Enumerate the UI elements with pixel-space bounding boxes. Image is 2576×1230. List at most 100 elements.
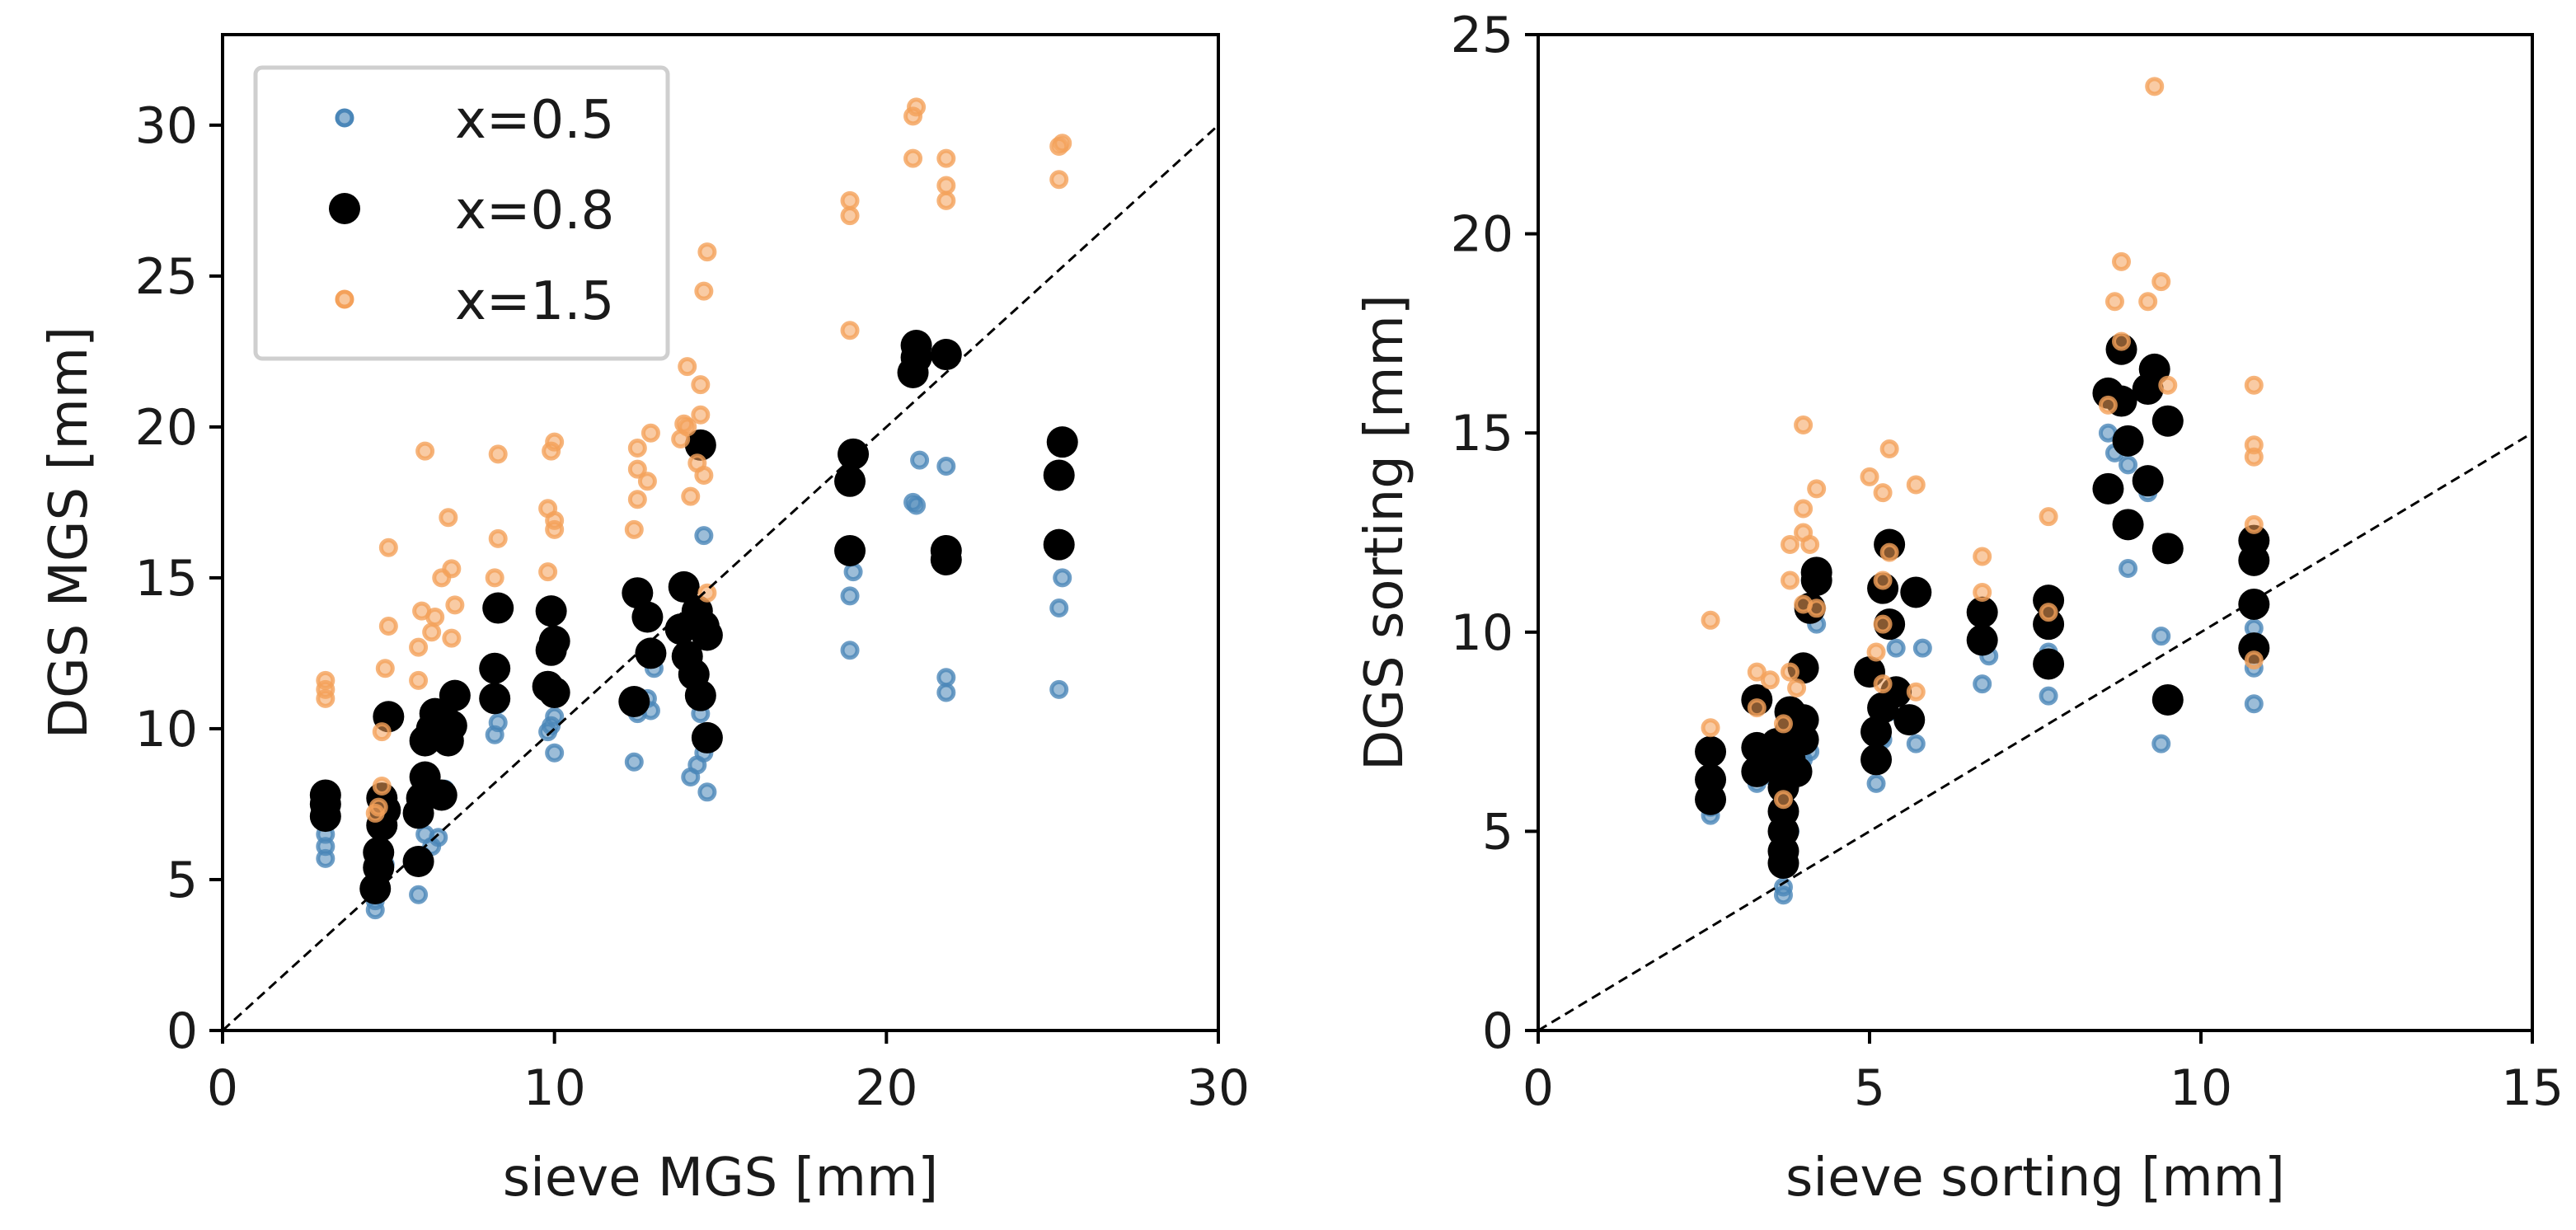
mgs-y-tick-label: 25 bbox=[135, 248, 198, 306]
mgs-y-tick-label: 10 bbox=[135, 701, 198, 758]
sorting-point-x08 bbox=[1781, 755, 1813, 787]
mgs-point-x08 bbox=[535, 595, 567, 627]
mgs-point-x05 bbox=[545, 707, 565, 726]
sorting-point-x08 bbox=[2112, 425, 2144, 457]
sorting-point-x15 bbox=[1973, 582, 1992, 602]
mgs-x-axis-label: sieve MGS [mm] bbox=[503, 1148, 939, 1209]
mgs-point-x05 bbox=[1049, 599, 1069, 618]
mgs-point-x15 bbox=[903, 148, 923, 168]
sorting-y-tick-label: 5 bbox=[1482, 803, 1513, 861]
sorting-point-x15 bbox=[1781, 534, 1800, 554]
mgs-point-x08 bbox=[838, 438, 870, 470]
mgs-point-x08 bbox=[635, 637, 667, 669]
mgs-identity-line bbox=[221, 124, 1220, 1032]
mgs-point-x15 bbox=[627, 439, 647, 458]
mgs-point-x05 bbox=[545, 743, 565, 763]
sorting-point-x15 bbox=[2039, 507, 2058, 527]
sorting-y-axis-label: DGS sorting [mm] bbox=[1354, 294, 1415, 771]
sorting-point-x08 bbox=[2238, 588, 2270, 620]
sorting-point-x15 bbox=[2244, 514, 2264, 534]
sorting-point-x05 bbox=[1973, 674, 1992, 694]
mgs-x-tick-label: 20 bbox=[855, 1059, 917, 1117]
sorting-point-x15 bbox=[2151, 272, 2171, 292]
sorting-point-x15 bbox=[1879, 542, 1899, 562]
sorting-panel: 0 5 10 15 0 5 10 15 20 25 sieve sorting [mm] DGS … bbox=[1354, 7, 2564, 1209]
mgs-point-x08 bbox=[1043, 528, 1075, 561]
mgs-panel: 0 10 20 30 0 5 10 15 20 25 30 sieve MGS [mm] DGS M… bbox=[39, 33, 1250, 1209]
mgs-point-x15 bbox=[415, 441, 435, 461]
sorting-point-x05 bbox=[2119, 558, 2138, 578]
sorting-x-axis-label: sieve sorting [mm] bbox=[1785, 1148, 2285, 1209]
mgs-point-x08 bbox=[900, 330, 932, 362]
mgs-point-x08 bbox=[482, 592, 514, 624]
sorting-point-x08 bbox=[1860, 744, 1893, 776]
mgs-point-x08 bbox=[1046, 426, 1078, 458]
mgs-point-x08 bbox=[402, 846, 434, 878]
mgs-point-x15 bbox=[840, 206, 860, 226]
mgs-point-x05 bbox=[694, 526, 714, 546]
sorting-point-x15 bbox=[1747, 662, 1767, 682]
mgs-point-x08 bbox=[425, 779, 457, 811]
sorting-point-x15 bbox=[1760, 670, 1780, 690]
sorting-point-x08 bbox=[1966, 624, 1998, 656]
mgs-point-x08 bbox=[684, 429, 716, 461]
legend-marker-x08 bbox=[329, 193, 360, 224]
sorting-point-x08 bbox=[2238, 524, 2270, 556]
mgs-point-x15 bbox=[691, 375, 711, 395]
mgs-point-x15 bbox=[697, 583, 717, 603]
sorting-point-x08 bbox=[1695, 735, 1727, 768]
mgs-y-tick-label: 0 bbox=[167, 1002, 198, 1060]
mgs-point-x15 bbox=[697, 242, 717, 262]
sorting-x-tick-label: 5 bbox=[1854, 1059, 1885, 1117]
mgs-point-x15 bbox=[936, 176, 956, 195]
sorting-point-x15 bbox=[2158, 375, 2178, 395]
mgs-point-x08 bbox=[691, 619, 723, 651]
sorting-point-x15 bbox=[1781, 662, 1800, 682]
mgs-point-x05 bbox=[843, 562, 863, 582]
mgs-point-x15 bbox=[840, 190, 860, 210]
sorting-y-tick-label: 0 bbox=[1482, 1002, 1513, 1060]
mgs-point-x15 bbox=[627, 490, 647, 509]
sorting-point-x15 bbox=[2244, 435, 2264, 455]
mgs-point-x15 bbox=[691, 405, 711, 425]
sorting-point-x08 bbox=[2138, 353, 2170, 385]
sorting-point-x15 bbox=[1787, 678, 1807, 697]
mgs-point-x15 bbox=[372, 722, 392, 742]
mgs-point-x08 bbox=[684, 679, 716, 711]
sorting-point-x08 bbox=[1860, 716, 1893, 748]
sorting-point-x15 bbox=[2244, 650, 2264, 670]
sorting-point-x05 bbox=[2151, 734, 2171, 753]
sorting-point-x15 bbox=[2098, 395, 2118, 415]
sorting-point-x15 bbox=[1794, 415, 1814, 435]
mgs-point-x08 bbox=[479, 683, 511, 715]
mgs-point-x15 bbox=[442, 628, 462, 648]
mgs-point-x05 bbox=[697, 782, 717, 802]
legend-marker-x05 bbox=[335, 108, 354, 128]
sorting-point-x15 bbox=[1794, 499, 1814, 519]
mgs-point-x15 bbox=[378, 538, 398, 557]
sorting-point-x15 bbox=[2112, 251, 2132, 271]
mgs-point-x08 bbox=[538, 677, 570, 709]
mgs-point-x15 bbox=[409, 670, 429, 690]
sorting-point-x15 bbox=[1879, 439, 1899, 459]
mgs-point-x15 bbox=[445, 595, 465, 615]
mgs-point-x15 bbox=[681, 486, 701, 506]
mgs-x-tick-label: 10 bbox=[523, 1059, 585, 1117]
sorting-point-x15 bbox=[1701, 610, 1720, 630]
sorting-point-x15 bbox=[1866, 642, 1886, 662]
mgs-axes-frame bbox=[221, 33, 1220, 1032]
mgs-x-tick-label: 0 bbox=[207, 1059, 238, 1117]
mgs-point-x15 bbox=[694, 465, 714, 485]
sorting-point-x05 bbox=[2244, 694, 2264, 714]
mgs-point-x08 bbox=[538, 625, 570, 657]
mgs-y-tick-label: 30 bbox=[135, 97, 198, 155]
sorting-points bbox=[1695, 77, 2270, 905]
mgs-point-x15 bbox=[316, 670, 335, 690]
mgs-point-x08 bbox=[834, 534, 866, 566]
legend-label-x15: x=1.5 bbox=[455, 271, 614, 332]
mgs-y-tick-label: 15 bbox=[135, 550, 198, 608]
sorting-point-x08 bbox=[2151, 683, 2184, 716]
sorting-x-tick-label: 10 bbox=[2170, 1059, 2232, 1117]
sorting-point-x15 bbox=[1800, 534, 1820, 554]
mgs-point-x08 bbox=[834, 465, 866, 497]
